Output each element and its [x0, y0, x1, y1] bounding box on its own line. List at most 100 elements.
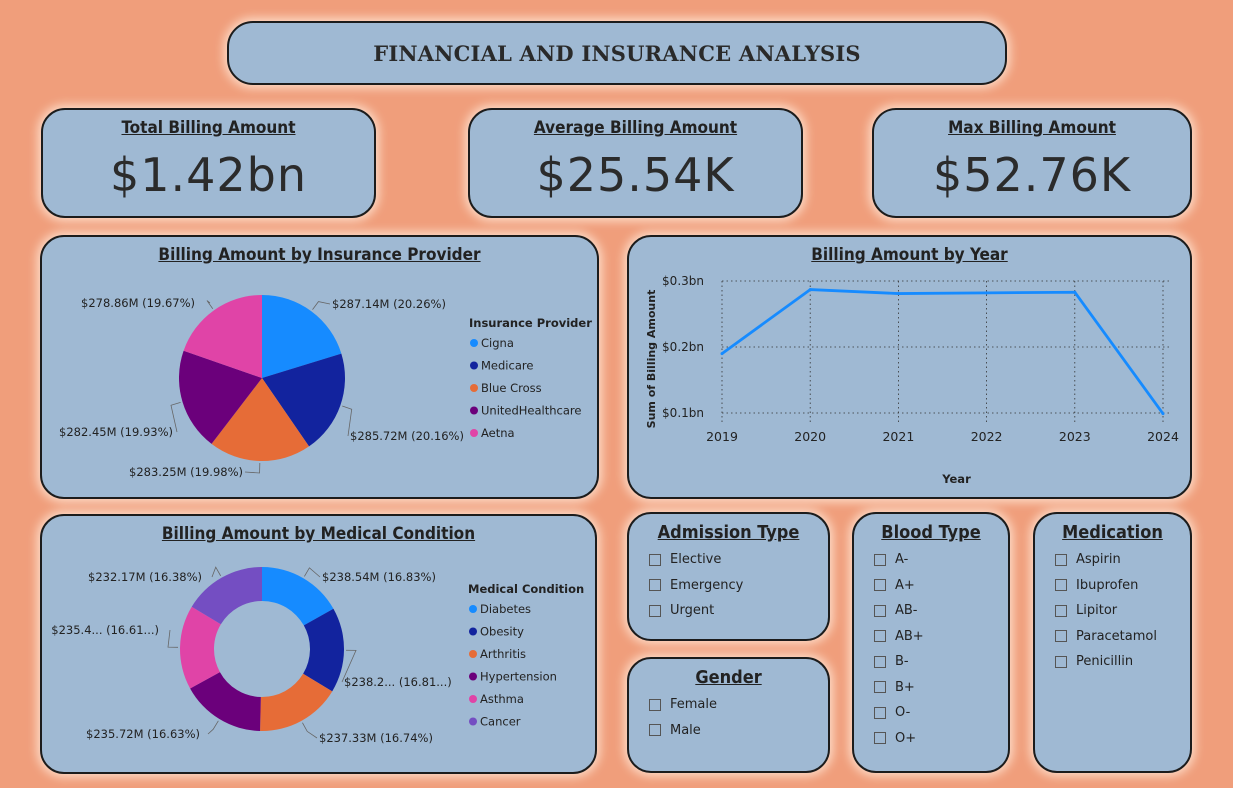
blood-type-slicer-title: Blood Type	[881, 522, 981, 543]
slicer-option-label: Ibuprofen	[1076, 577, 1139, 593]
legend-marker	[469, 717, 477, 726]
slice-aetna[interactable]	[183, 295, 262, 378]
slicer-option-medication[interactable]: Penicillin	[1035, 649, 1190, 675]
data-point[interactable]	[1073, 290, 1077, 294]
slicer-option-blood[interactable]: AB-	[854, 598, 1008, 624]
slicer-option-label: Female	[670, 697, 718, 713]
slicer-option-label: Male	[670, 722, 701, 738]
data-point[interactable]	[985, 291, 989, 295]
legend-marker	[470, 429, 478, 437]
slice-unitedhealthcare[interactable]	[179, 350, 262, 444]
slice-hypertension[interactable]	[190, 672, 261, 731]
slicer-option-medication[interactable]: Aspirin	[1035, 547, 1190, 573]
legend-entry: Medicare	[481, 359, 533, 373]
checkbox-icon[interactable]	[874, 732, 886, 745]
slicer-option-label: Penicillin	[1076, 654, 1134, 670]
data-point[interactable]	[1161, 412, 1165, 416]
checkbox-icon[interactable]	[649, 579, 661, 592]
kpi-label: Max Billing Amount	[948, 118, 1116, 138]
checkbox-icon[interactable]	[874, 630, 886, 643]
slicer-option-blood[interactable]: O+	[854, 726, 1008, 752]
year-line-card[interactable]: Billing Amount by Year $0.1bn $0.2bn $0.3b…	[627, 235, 1192, 499]
checkbox-icon[interactable]	[874, 706, 886, 719]
slicer-items: Female Male	[629, 692, 828, 743]
data-point[interactable]	[896, 292, 900, 296]
insurance-pie-card[interactable]: Billing Amount by Insurance Provider $28…	[40, 235, 599, 499]
kpi-total-billing[interactable]: Total Billing Amount $1.42bn	[41, 108, 376, 218]
slice-cancer[interactable]	[191, 567, 262, 625]
slicer-option-admission[interactable]: Urgent	[629, 598, 828, 624]
legend-marker	[470, 361, 478, 370]
y-tick-label: $0.1bn	[662, 406, 704, 420]
slicer-option-medication[interactable]: Ibuprofen	[1035, 573, 1190, 599]
slicer-option-admission[interactable]: Elective	[629, 547, 828, 573]
checkbox-icon[interactable]	[649, 604, 661, 617]
checkbox-icon[interactable]	[874, 655, 886, 668]
checkbox-icon[interactable]	[1055, 553, 1067, 566]
legend-marker	[470, 384, 478, 392]
slicer-option-label: O-	[895, 705, 911, 721]
dashboard-title-bar: FINANCIAL AND INSURANCE ANALYSIS	[227, 21, 1007, 85]
slicer-option-blood[interactable]: B+	[854, 675, 1008, 701]
checkbox-icon[interactable]	[1055, 655, 1067, 668]
data-point[interactable]	[720, 352, 724, 356]
checkbox-icon[interactable]	[1055, 579, 1067, 592]
legend-marker	[470, 406, 478, 415]
legend-entry: Diabetes	[480, 602, 531, 616]
kpi-value: $52.76K	[932, 148, 1132, 202]
slice-blue-cross[interactable]	[211, 378, 310, 461]
kpi-average-billing[interactable]: Average Billing Amount $25.54K	[468, 108, 803, 218]
slicer-option-blood[interactable]: O-	[854, 700, 1008, 726]
slice-obesity[interactable]	[303, 608, 344, 692]
legend-entry: Cigna	[481, 336, 514, 350]
data-point[interactable]	[808, 288, 812, 292]
leader-line	[244, 462, 261, 474]
x-tick-label: 2024	[1147, 429, 1179, 444]
slice-arthritis[interactable]	[260, 673, 333, 731]
kpi-max-billing[interactable]: Max Billing Amount $52.76K	[872, 108, 1192, 218]
kpi-value: $1.42bn	[109, 148, 308, 202]
checkbox-icon[interactable]	[874, 553, 886, 566]
slicer-option-blood[interactable]: AB+	[854, 624, 1008, 650]
checkbox-icon[interactable]	[1055, 630, 1067, 643]
slicer-option-label: Lipitor	[1076, 603, 1118, 619]
checkbox-icon[interactable]	[649, 553, 661, 566]
leader-line	[312, 301, 331, 310]
legend-entry: Hypertension	[480, 670, 557, 684]
checkbox-icon[interactable]	[874, 681, 886, 694]
slicer-option-label: AB-	[895, 603, 918, 619]
checkbox-icon[interactable]	[649, 724, 661, 737]
legend-entry: Cancer	[480, 715, 521, 729]
condition-donut-chart[interactable]: $238.54M (16.83%) $238.2... (16.81...) $23…	[42, 516, 595, 772]
slicer-option-label: Urgent	[670, 603, 715, 619]
slice-diabetes[interactable]	[262, 567, 334, 626]
slicer-option-admission[interactable]: Emergency	[629, 573, 828, 599]
slicer-option-gender[interactable]: Male	[629, 718, 828, 744]
slicer-option-gender[interactable]: Female	[629, 692, 828, 718]
insurance-pie-chart[interactable]: $287.14M (20.26%) $285.72M (20.16%) $283.2…	[42, 237, 597, 497]
legend-entry: Aetna	[481, 426, 515, 440]
checkbox-icon[interactable]	[874, 604, 886, 617]
checkbox-icon[interactable]	[1055, 604, 1067, 617]
slicer-option-label: A-	[895, 552, 909, 568]
slicer-option-blood[interactable]: A+	[854, 573, 1008, 599]
checkbox-icon[interactable]	[649, 698, 661, 711]
slicer-option-blood[interactable]: A-	[854, 547, 1008, 573]
slicer-option-blood[interactable]: B-	[854, 649, 1008, 675]
legend-entry: Asthma	[480, 692, 524, 706]
slicer-option-label: AB+	[895, 628, 924, 644]
gender-slicer: Gender Female Male	[627, 657, 830, 773]
slicer-option-medication[interactable]: Paracetamol	[1035, 624, 1190, 650]
series-line[interactable]	[721, 288, 1165, 415]
slice-medicare[interactable]	[262, 353, 345, 447]
slice-cigna[interactable]	[262, 295, 342, 378]
year-line-chart[interactable]: $0.1bn $0.2bn $0.3bn 2019 2020 2021 2022 2023 20…	[629, 237, 1190, 497]
slicer-option-medication[interactable]: Lipitor	[1035, 598, 1190, 624]
data-label: $285.72M (20.16%)	[350, 429, 464, 443]
legend-entry: UnitedHealthcare	[481, 404, 581, 418]
gender-slicer-title: Gender	[695, 667, 762, 688]
slice-asthma[interactable]	[180, 606, 221, 689]
leader-line	[170, 402, 181, 433]
checkbox-icon[interactable]	[874, 579, 886, 592]
condition-donut-card[interactable]: Billing Amount by Medical Condition $238…	[40, 514, 597, 774]
